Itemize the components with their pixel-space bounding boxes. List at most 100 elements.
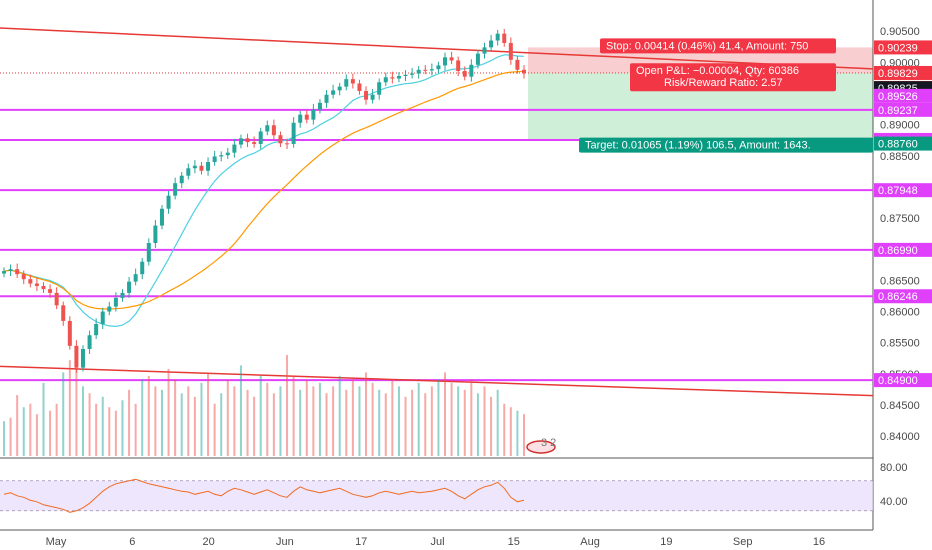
x-tick-label: 15 [508, 536, 520, 548]
candle-body [285, 143, 290, 145]
level-tag-label: 0.86246 [878, 291, 918, 303]
pnl-label: Open P&L: −0.00004, Qty: 60386 [636, 65, 799, 77]
candle-body [206, 162, 211, 171]
rsi-band [0, 480, 873, 511]
volume-bar [371, 382, 374, 456]
volume-bar [272, 393, 275, 456]
price-tag-label: 0.90239 [878, 42, 918, 54]
volume-bar [523, 414, 525, 456]
candle-body [271, 125, 276, 136]
volume-bar [88, 393, 91, 456]
volume-bar [147, 375, 150, 456]
pnl-label-box [630, 63, 836, 92]
candle-body [186, 168, 191, 176]
level-tag [874, 102, 932, 117]
trendlines [0, 27, 874, 397]
target-label: Target: 0.01065 (1.19%) 106.5, Amount: 1… [585, 140, 811, 152]
volume-bar [42, 382, 45, 456]
rsi-tick: 40.00 [880, 496, 908, 508]
candle-body [127, 281, 132, 293]
volume-bar [3, 421, 5, 456]
candle-body [219, 155, 224, 157]
candle-body [396, 76, 401, 79]
volume-bar [450, 382, 453, 456]
price-tag [874, 88, 932, 103]
candle-body [350, 79, 355, 84]
level-tag-label: 0.86990 [878, 245, 918, 257]
volume-bar [220, 393, 223, 456]
candle-body [383, 77, 388, 83]
candle-body [179, 175, 184, 184]
volume-bar [141, 379, 144, 456]
volume-bar [154, 386, 157, 456]
candle-body [482, 47, 487, 54]
volume-bar [378, 389, 381, 456]
volume-bar [332, 386, 335, 456]
candle-body [8, 269, 13, 272]
volume-bar [35, 414, 38, 456]
price-tag [874, 136, 932, 151]
volume-bar [417, 382, 420, 456]
candle-body [21, 274, 26, 280]
rsi-pane: 80.00 40.00 [0, 462, 908, 513]
candle-body [192, 165, 197, 169]
candle-body [15, 269, 20, 275]
volume-bar [312, 386, 315, 456]
grid [0, 0, 874, 531]
volume-bar [424, 393, 427, 456]
volume-bar [101, 396, 104, 456]
volume-bar [404, 396, 407, 456]
candle-body [298, 114, 303, 123]
ma-slow-line [3, 70, 525, 310]
candles [2, 28, 526, 373]
volume-bar [55, 403, 58, 456]
x-tick-label: Jun [276, 536, 294, 548]
volume-bar [325, 393, 328, 456]
volume-bar [200, 382, 203, 456]
candle-body [331, 90, 336, 95]
y-tick-label: 0.90500 [880, 26, 920, 38]
volume-bar [266, 382, 269, 456]
candle-body [2, 271, 6, 274]
candle-body [475, 53, 480, 65]
candle-body [265, 125, 270, 132]
volume-bar [226, 379, 229, 456]
volume-bar [49, 410, 52, 456]
candle-body [80, 348, 85, 368]
candle-body [469, 64, 474, 77]
volume-bar [483, 386, 486, 456]
x-tick-label: 20 [202, 536, 214, 548]
level-tag [874, 373, 932, 388]
candle-body [87, 335, 92, 349]
volume-bar [9, 417, 12, 456]
volume-bar [358, 386, 361, 456]
volume-bar [68, 360, 71, 456]
volume-bar [351, 379, 354, 456]
candle-body [456, 60, 461, 72]
rr-label: Risk/Reward Ratio: 2.57 [664, 77, 783, 89]
volume-bar [463, 389, 466, 456]
price-tag [874, 65, 932, 80]
candle-body [410, 73, 415, 75]
volume-bar [299, 389, 302, 456]
y-tick-label: 0.84500 [880, 400, 920, 412]
candle-body [94, 324, 99, 336]
candle-body [199, 165, 204, 171]
candle-body [377, 82, 382, 95]
candle-body [337, 86, 342, 91]
candle-body [140, 261, 145, 275]
price-tag-label: 0.88760 [878, 139, 918, 151]
candle-body [61, 305, 66, 321]
volume-bar [457, 386, 460, 456]
candle-body [291, 122, 296, 144]
candle-body [317, 102, 322, 110]
level-tag [874, 183, 932, 198]
volume-bar [411, 389, 414, 456]
candle-body [113, 297, 118, 307]
candle-body [212, 156, 217, 163]
stop-label: Stop: 0.00414 (0.46%) 41.4, Amount: 750 [606, 40, 808, 52]
volume-bar [246, 389, 249, 456]
x-tick-label: 16 [813, 536, 825, 548]
volume-bars: 3 2 [3, 351, 556, 456]
